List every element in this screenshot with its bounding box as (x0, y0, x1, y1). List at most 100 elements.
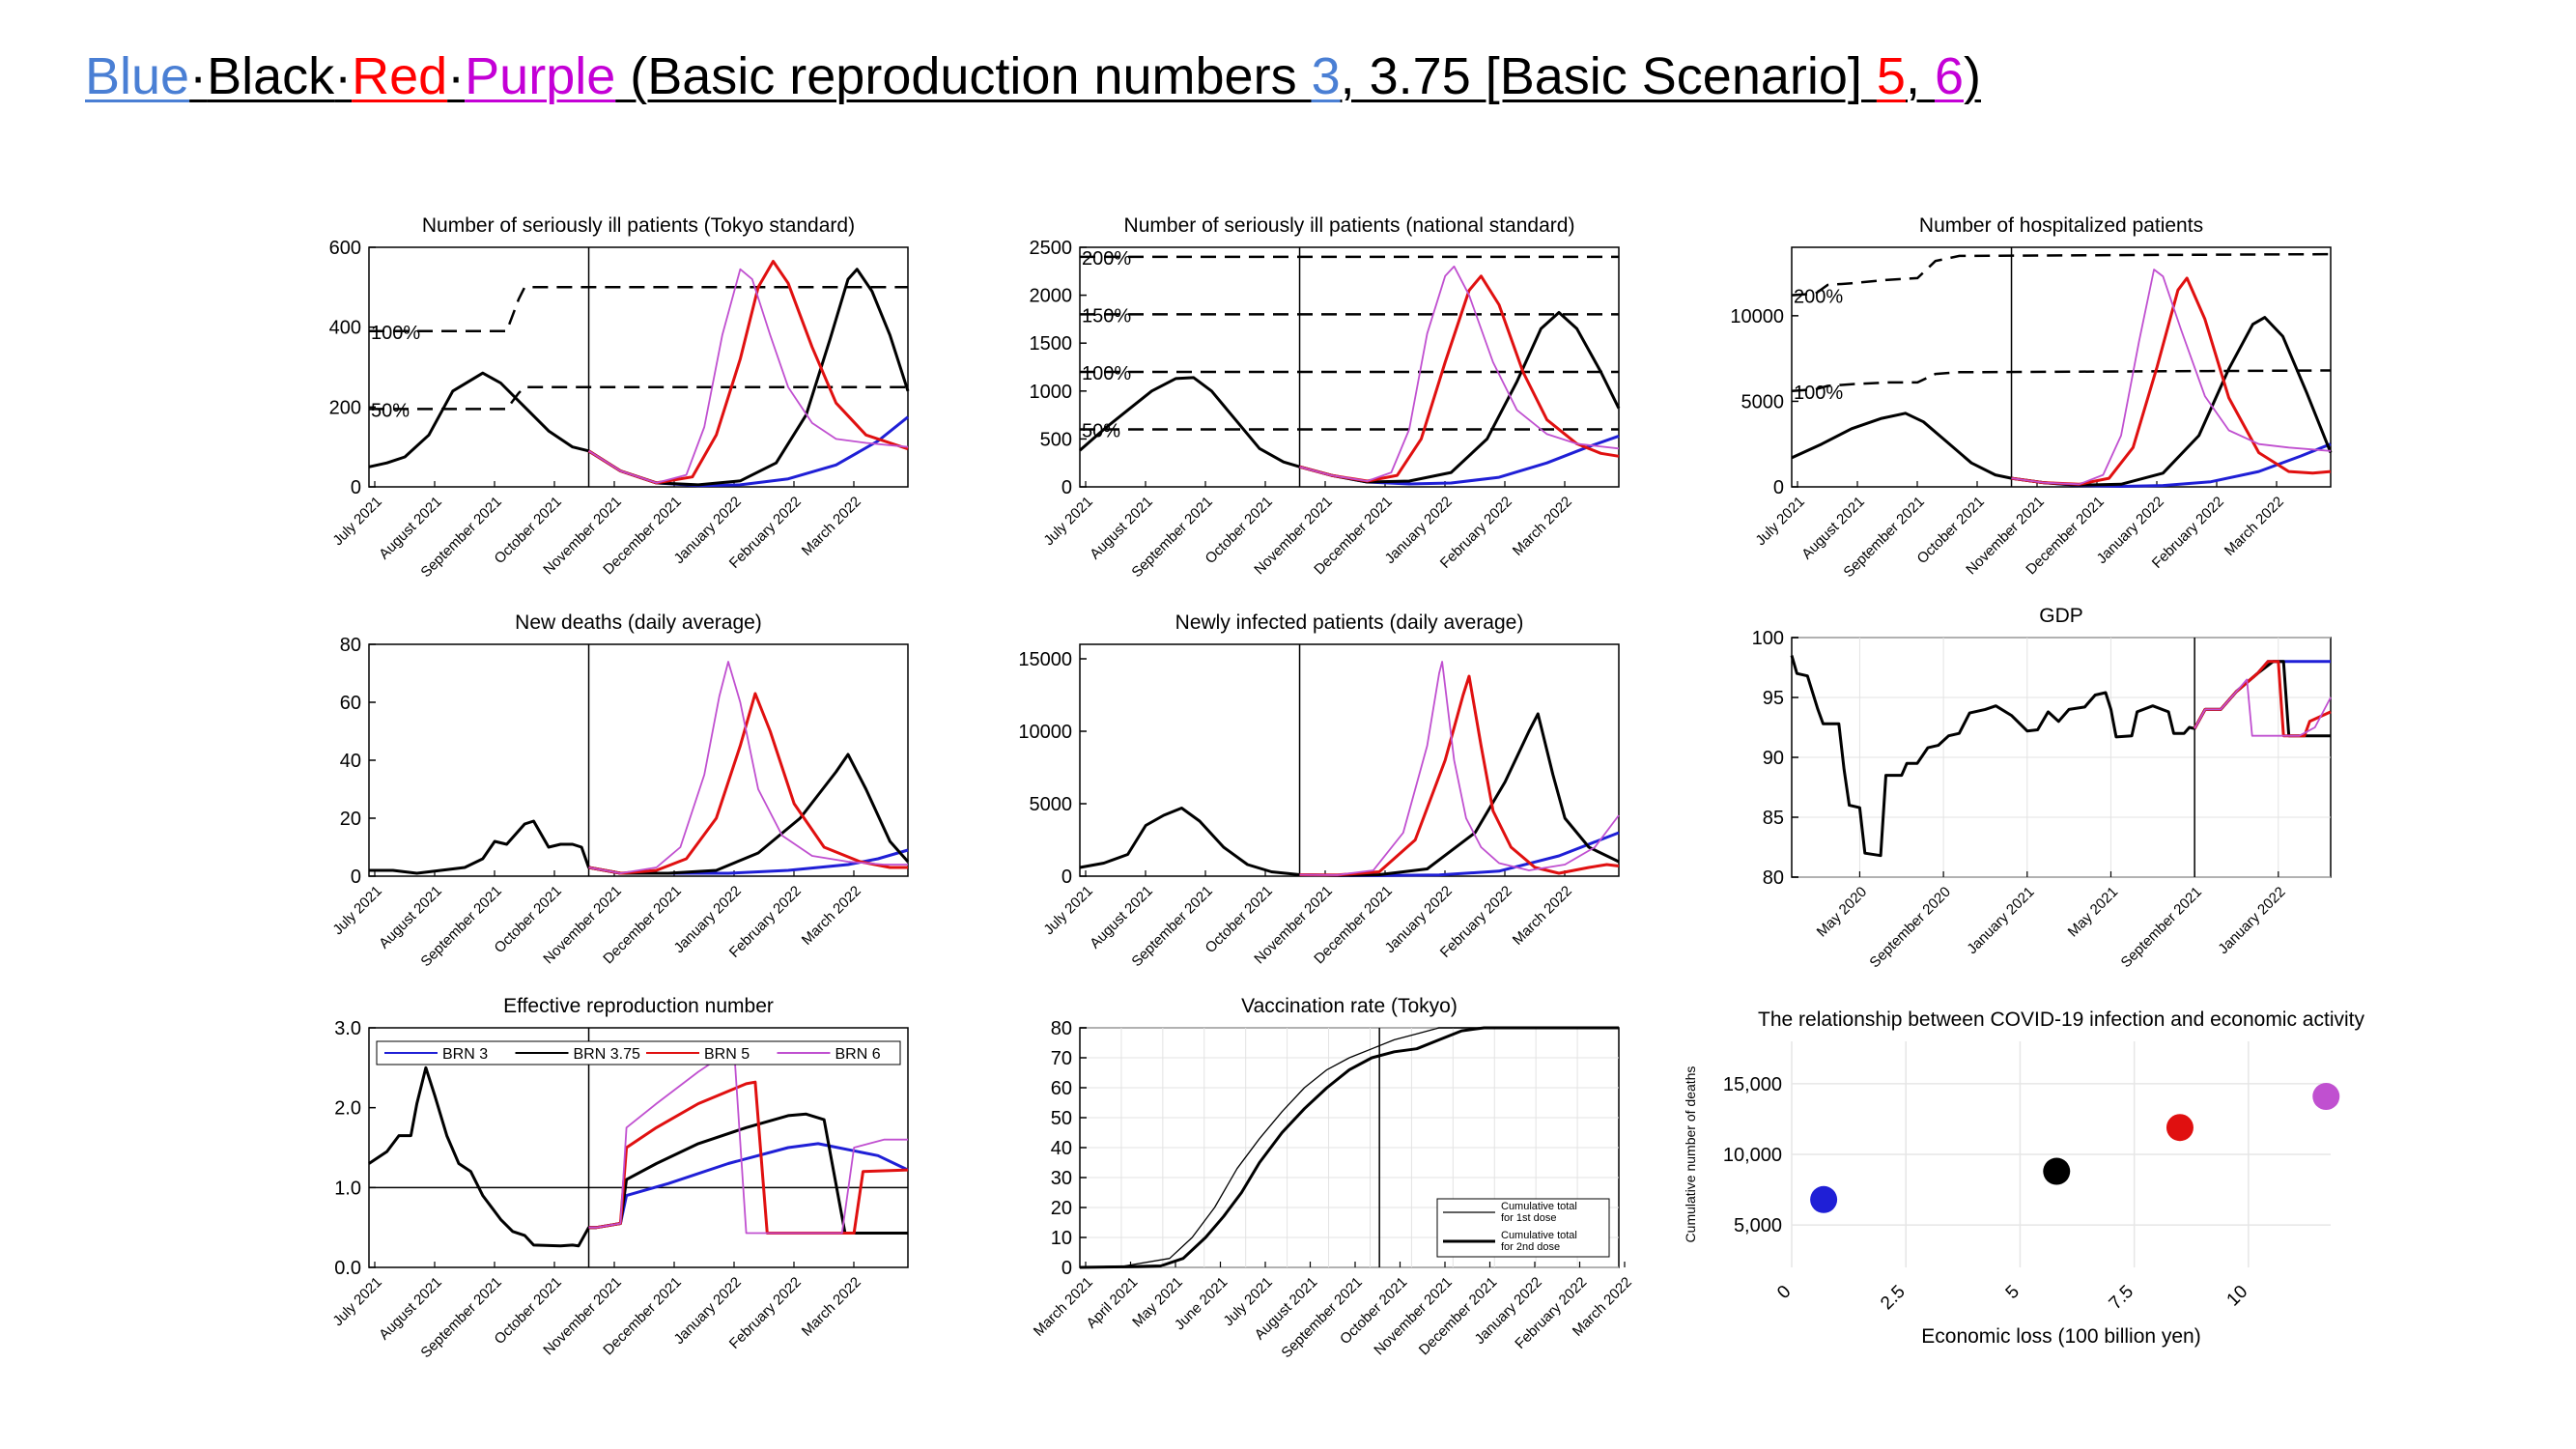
legend-label: Cumulative total for 2nd dose (1501, 1230, 1577, 1253)
x-tick-label: November 2021 (1371, 1274, 1455, 1358)
y-tick-label: 200 (329, 397, 361, 418)
y-tick-label: 1.0 (334, 1178, 361, 1199)
y-tick-label: 1000 (1030, 382, 1073, 403)
y-tick-label: 0.0 (334, 1258, 361, 1279)
y-tick-label: 0 (1062, 1258, 1072, 1279)
y-tick-label: 80 (1051, 1018, 1072, 1039)
x-tick-label: September 2021 (1278, 1274, 1365, 1361)
title-part: Black (207, 47, 335, 105)
title-part: Purple (465, 47, 616, 105)
plot-frame (368, 643, 909, 877)
capacity-reference-label: 50% (371, 400, 410, 421)
x-tick-label: July 2021 (329, 494, 384, 549)
chart-national-severe: Number of seriously ill patients (nation… (1030, 214, 1621, 581)
x-tick-label: July 2021 (329, 1274, 384, 1329)
title-part: , 3.75 [Basic Scenario] (1340, 47, 1877, 105)
chart-title: The relationship between COVID-19 infect… (1758, 1009, 2364, 1031)
y-tick-label: 50 (1051, 1108, 1072, 1129)
y-tick-label: 0 (351, 867, 361, 888)
capacity-reference-line (1791, 252, 2332, 297)
y-tick-label: 70 (1051, 1048, 1072, 1069)
chart-title: Newly infected patients (daily average) (1175, 611, 1524, 634)
series-line-black (1079, 311, 1621, 484)
x-tick-label: July 2021 (1752, 494, 1807, 549)
x-tick-label: July 2021 (329, 883, 384, 938)
y-tick-label: 15,000 (1723, 1074, 1782, 1095)
y-tick-label: 1500 (1030, 333, 1073, 355)
title-part: · (189, 47, 208, 105)
y-tick-label: 0 (351, 477, 361, 498)
x-tick-label: 0 (1773, 1282, 1795, 1303)
series-line-black (368, 1065, 908, 1248)
y-tick-label: 80 (1763, 867, 1784, 889)
y-tick-label: 2000 (1030, 286, 1073, 307)
y-tick-label: 20 (1051, 1198, 1072, 1219)
y-axis-label: Cumulative number of deaths (1683, 1066, 1698, 1243)
chart-vaccination: Vaccination rate (Tokyo) 0 10 20 30 40 50 60 70 8… (1031, 995, 1635, 1361)
y-tick-label: 2500 (1030, 238, 1073, 259)
capacity-reference-line (1791, 369, 2332, 393)
title-part: Blue (85, 47, 190, 105)
chart-title: New deaths (daily average) (515, 611, 762, 634)
series-line-red (588, 692, 908, 875)
series-line-red (2193, 660, 2332, 738)
y-tick-label: 10 (1051, 1228, 1072, 1249)
series-line-blue (1299, 831, 1620, 877)
series-line-red (1299, 674, 1620, 877)
scatter-point-black (2043, 1157, 2071, 1185)
y-tick-label: 40 (340, 751, 361, 772)
x-tick-label: March 2022 (799, 883, 864, 949)
series-line-purple (588, 661, 908, 874)
chart-title: GDP (2039, 605, 2083, 627)
series-line-red (2011, 276, 2332, 486)
series-line-black (368, 268, 910, 487)
x-tick-label: 5 (2002, 1282, 2024, 1303)
chart-covid-econ: The relationship between COVID-19 infect… (1683, 1009, 2364, 1348)
title-part: 5 (1876, 47, 1906, 105)
x-tick-label: January 2022 (2215, 884, 2288, 957)
capacity-reference-label: 100% (371, 323, 420, 344)
title-part: 3 (1311, 47, 1341, 105)
x-tick-label: July 2021 (1040, 883, 1095, 938)
title-part: · (447, 47, 466, 105)
y-tick-label: 100 (1752, 628, 1784, 649)
series-line-purple (1299, 661, 1620, 876)
capacity-reference-label: 100% (1794, 383, 1843, 404)
plot-frame (1079, 643, 1620, 877)
legend-label: BRN 3 (442, 1046, 488, 1063)
x-tick-label: March 2022 (799, 1274, 864, 1340)
title-part: · (334, 47, 353, 105)
x-tick-label: March 2021 (1031, 1274, 1096, 1340)
y-tick-label: 40 (1051, 1138, 1072, 1159)
y-tick-label: 10000 (1730, 306, 1784, 327)
chart-tokyo-severe: Number of seriously ill patients (Tokyo … (329, 214, 910, 581)
y-tick-label: 500 (1040, 429, 1072, 450)
plot-frame (1791, 246, 2332, 488)
x-tick-label: March 2022 (1510, 883, 1575, 949)
series-line-black (1079, 712, 1620, 877)
y-tick-label: 2.0 (334, 1098, 361, 1120)
legend-label: BRN 3.75 (574, 1046, 640, 1063)
title-part: ) (1964, 47, 1982, 105)
scatter-point-blue (1810, 1185, 1838, 1213)
y-tick-label: 0 (1062, 477, 1072, 498)
chart-new-deaths: New deaths (daily average) 0 20 40 60 80 July … (329, 611, 910, 970)
x-tick-label: December 2021 (1416, 1274, 1500, 1358)
title-part: , (1905, 47, 1935, 105)
chart-effective-rn: Effective reproduction number 0.0 1.0 2.0 3.… (329, 995, 909, 1361)
chart-title: Number of seriously ill patients (nation… (1124, 214, 1575, 237)
title-part: (Basic reproduction numbers (615, 47, 1312, 105)
series-line-purple (588, 268, 909, 484)
x-tick-label: March 2022 (2222, 494, 2287, 559)
capacity-reference-label: 100% (1082, 363, 1131, 384)
chart-title: Number of seriously ill patients (Tokyo … (422, 214, 855, 237)
series-line-red (1299, 274, 1620, 483)
plot-frame (368, 1027, 909, 1268)
plot-frame (1079, 246, 1620, 488)
y-tick-label: 60 (1051, 1078, 1072, 1099)
x-tick-label: May 2021 (2065, 884, 2122, 941)
series-line-black (369, 753, 910, 875)
series-line-black (1791, 316, 2333, 487)
x-tick-label: September 2020 (1866, 884, 1953, 971)
y-tick-label: 600 (329, 238, 361, 259)
